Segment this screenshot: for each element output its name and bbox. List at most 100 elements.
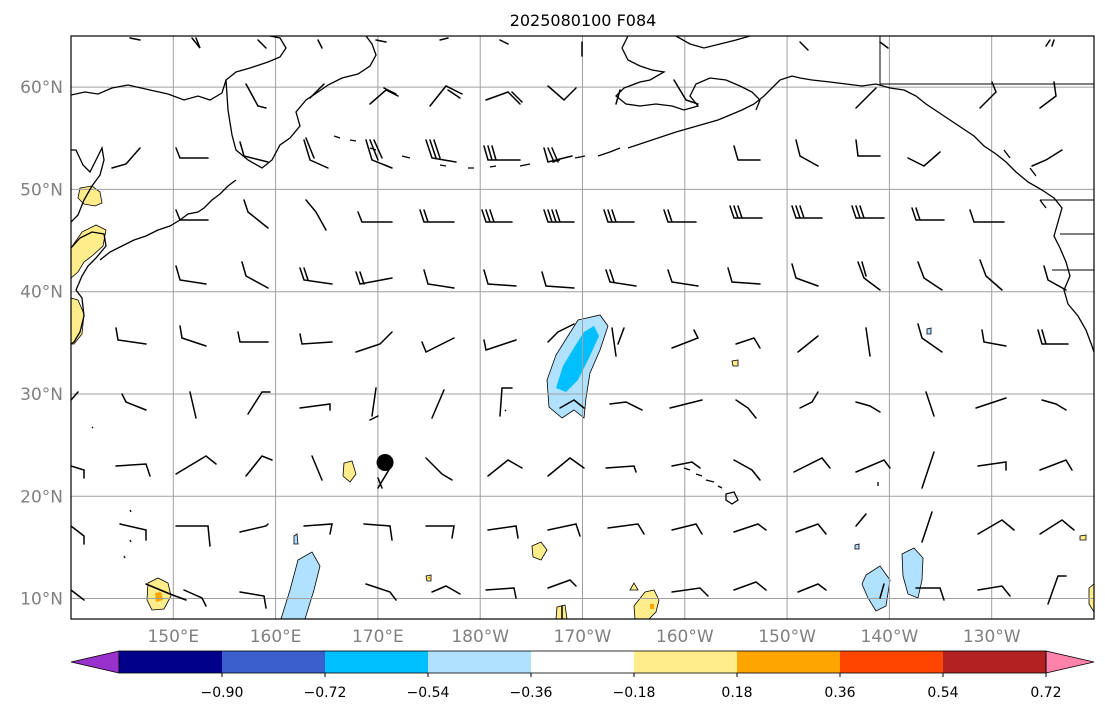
wind-barb <box>795 523 827 535</box>
wind-barb <box>879 583 885 599</box>
wind-barb <box>605 269 637 287</box>
lat-tick-label: 20°N <box>20 487 63 507</box>
coastlines <box>71 36 1094 559</box>
wind-barb <box>369 87 399 105</box>
wind-barb <box>977 585 1011 597</box>
colorbar-extend-high <box>1045 650 1095 674</box>
wind-barb <box>309 83 325 99</box>
lon-tick-label: 170°E <box>352 627 404 647</box>
wind-barb <box>799 41 809 51</box>
coastline-hawaii <box>683 467 739 505</box>
wind-barb <box>857 261 881 291</box>
wind-barb <box>355 271 393 285</box>
wind-barb <box>311 455 323 481</box>
coastline-alaska <box>779 75 1063 249</box>
colorbar-frame <box>118 650 1047 674</box>
positive-core <box>155 592 163 602</box>
positive-patch <box>342 460 357 483</box>
wind-barb <box>375 39 387 43</box>
wind-barb <box>425 525 455 539</box>
negative-patch <box>854 543 860 550</box>
wind-barb <box>915 587 945 601</box>
coastline-alaska-north <box>675 36 751 49</box>
colorbar-tick-label: −0.90 <box>201 685 244 701</box>
wind-barb <box>799 391 819 409</box>
lon-tick-label: 130°W <box>963 627 1021 647</box>
wind-barb <box>1031 149 1063 167</box>
coastline-sakhalin <box>71 145 105 223</box>
wind-barb <box>879 41 889 49</box>
wind-barb <box>671 329 700 349</box>
wind-barb <box>865 327 871 357</box>
wind-barb <box>735 337 761 349</box>
wind-barb <box>541 271 575 289</box>
wind-barb <box>673 79 699 105</box>
wind-barb <box>911 207 945 221</box>
anomaly-shading <box>71 185 1094 619</box>
wind-barb <box>969 209 1005 223</box>
wind-barb <box>71 465 85 479</box>
wind-barb <box>547 523 581 537</box>
wind-barb <box>115 463 151 477</box>
gridlines <box>71 36 1094 619</box>
wind-barb <box>419 209 455 223</box>
wind-barb <box>365 583 397 601</box>
wind-barb <box>431 585 461 595</box>
wind-barb <box>369 387 379 421</box>
wind-barb <box>733 523 767 533</box>
lon-tick-label: 170°W <box>554 627 612 647</box>
lon-tick-label: 160°E <box>250 627 302 647</box>
wind-barb <box>917 261 943 291</box>
wind-barb <box>299 267 333 285</box>
wind-barb <box>115 327 147 345</box>
wind-barbs <box>71 37 1075 619</box>
lat-tick-label: 40°N <box>20 283 63 303</box>
latitude-labels: 10°N 20°N 30°N 40°N 50°N 60°N <box>20 78 63 609</box>
political-border <box>879 36 1094 271</box>
location-marker <box>376 454 394 472</box>
wind-barb <box>365 139 393 169</box>
wind-barb <box>1047 575 1067 605</box>
wind-barb <box>239 591 267 609</box>
colorbar-tick-label: 0.36 <box>824 685 855 701</box>
wind-barb <box>111 147 141 169</box>
wind-barb <box>981 329 1007 347</box>
colorbar-segment <box>737 651 841 673</box>
colorbar-segment <box>325 651 429 673</box>
wind-barb <box>241 261 269 289</box>
wind-barb <box>671 587 709 597</box>
wind-barb <box>543 209 575 223</box>
wind-barb <box>559 399 585 409</box>
wind-barb <box>795 139 819 167</box>
wind-barb <box>483 145 521 161</box>
lon-tick-label: 180°W <box>451 627 509 647</box>
wind-barb <box>423 269 455 289</box>
wind-barb <box>611 327 625 357</box>
wind-barb <box>1041 399 1067 411</box>
wind-barb <box>855 87 877 109</box>
wind-barb <box>917 323 943 353</box>
wind-barb <box>239 141 269 163</box>
wind-barb <box>299 403 331 411</box>
wind-barb <box>175 525 211 547</box>
coastline-japan <box>71 231 107 345</box>
wind-barb <box>671 461 701 469</box>
wind-barb <box>175 455 217 475</box>
wind-barb <box>791 205 823 219</box>
negative-patch <box>926 327 932 335</box>
negative-patch <box>293 533 299 545</box>
wind-barb <box>179 325 207 347</box>
coastline-anadyr <box>225 36 377 169</box>
wind-barb <box>487 459 523 477</box>
colorbar: −0.90 −0.72 −0.54 −0.36 −0.18 0.18 0.36 0.54 0.7… <box>70 650 1095 701</box>
wind-barb <box>71 525 85 545</box>
wind-barb <box>145 583 187 601</box>
wind-barb <box>615 89 621 105</box>
negative-patch <box>280 551 321 619</box>
colorbar-segment <box>943 651 1047 673</box>
colorbar-tick-label: 0.18 <box>721 685 752 701</box>
positive-patch <box>1079 534 1087 541</box>
wind-barb <box>609 401 643 411</box>
wind-barb <box>175 265 207 285</box>
